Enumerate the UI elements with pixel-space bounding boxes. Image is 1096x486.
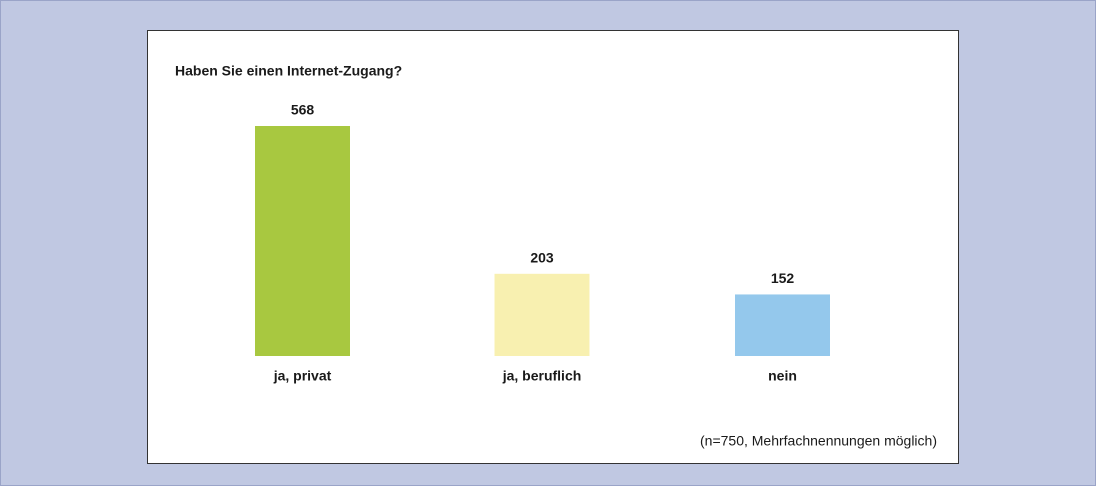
x-tick-label: nein: [768, 368, 797, 384]
x-tick-label: ja, beruflich: [502, 368, 582, 384]
x-tick-label: ja, privat: [273, 368, 332, 384]
value-label: 152: [771, 270, 795, 286]
bar: [494, 273, 590, 356]
value-label: 568: [291, 102, 315, 118]
bar: [255, 126, 350, 356]
note: (n=750, Mehrfachnennungen möglich): [700, 433, 937, 449]
value-label: 203: [530, 250, 554, 266]
bar: [735, 294, 830, 356]
chart-title: Haben Sie einen Internet-Zugang?: [175, 63, 402, 79]
